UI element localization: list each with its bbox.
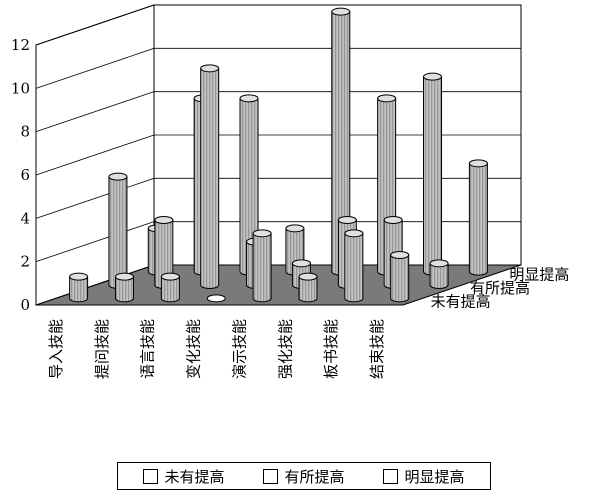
x-tick-label: 导入技能 (47, 319, 65, 379)
bar-base (206, 294, 226, 303)
bar (429, 259, 449, 289)
legend-label: 有所提高 (284, 467, 345, 486)
bar-top (331, 7, 351, 16)
x-tick-label: 强化技能 (276, 319, 294, 379)
legend-item: 明显提高 (383, 466, 465, 487)
legend-label: 未有提高 (164, 467, 225, 486)
bar-top (200, 64, 220, 73)
bar-body (298, 276, 318, 303)
gridline (35, 47, 521, 89)
bar-top (337, 216, 357, 224)
legend-swatch (263, 468, 279, 484)
bar-body (344, 232, 364, 303)
bar (206, 294, 226, 303)
bar (423, 72, 443, 276)
bar-top (390, 251, 410, 259)
bar-body (200, 67, 220, 289)
gridline (35, 177, 521, 219)
bar-top (383, 216, 403, 224)
bar-body (114, 276, 134, 303)
legend: 未有提高 有所提高 明显提高 (117, 462, 491, 490)
bar-top (69, 272, 89, 281)
y-tick-label: 4 (20, 209, 30, 227)
legend-swatch (143, 468, 159, 484)
series-depth-label: 未有提高 (431, 292, 491, 310)
legend-label: 明显提高 (404, 467, 465, 486)
y-tick-label: 0 (20, 296, 30, 314)
bar-body (429, 262, 449, 289)
bar-top (114, 272, 134, 281)
bar-top (423, 72, 443, 81)
x-tick-label: 变化技能 (185, 319, 203, 379)
bar (252, 229, 272, 303)
series-depth-label: 明显提高 (509, 266, 569, 284)
bar (114, 272, 134, 303)
bar-top (160, 272, 180, 281)
bar-top (108, 172, 128, 181)
bar-body (160, 276, 180, 303)
bar (468, 159, 488, 276)
bar-body (468, 162, 488, 276)
x-tick-label: 语言技能 (139, 319, 157, 379)
bar (160, 272, 180, 303)
y-tick-label: 10 (11, 79, 30, 97)
bar (390, 251, 410, 303)
bar-top (344, 229, 364, 238)
bar-top (298, 272, 318, 281)
gridline (35, 91, 521, 133)
bar-body (390, 254, 410, 303)
y-tick-label: 8 (20, 123, 30, 141)
bar (69, 272, 89, 303)
bar-top (377, 94, 397, 103)
x-tick-label: 结束技能 (368, 319, 386, 379)
bar-body (423, 76, 443, 276)
y-tick-label: 2 (20, 253, 30, 271)
y-tick-label: 6 (20, 166, 30, 184)
bar-body (252, 232, 272, 303)
legend-item: 有所提高 (263, 466, 345, 487)
x-tick-label: 提问技能 (93, 319, 111, 379)
bar (298, 272, 318, 303)
bar (108, 172, 128, 289)
gridline (35, 4, 521, 46)
legend-swatch (383, 468, 399, 484)
bar-top (468, 159, 488, 168)
bar-top (252, 229, 272, 238)
bar (200, 64, 220, 289)
x-tick-label: 演示技能 (230, 319, 248, 379)
bar-top (429, 259, 449, 268)
bar-top (239, 94, 259, 103)
series-depth-label: 有所提高 (470, 279, 530, 297)
y-tick-label: 12 (11, 36, 30, 54)
x-tick-label: 板书技能 (322, 319, 340, 379)
legend-item: 未有提高 (143, 466, 225, 487)
bar-top (285, 224, 305, 233)
bar-body (108, 176, 128, 289)
bar-top (291, 259, 311, 268)
bar-top (154, 216, 174, 224)
bar (344, 229, 364, 303)
gridline (35, 134, 521, 176)
bar-body (69, 276, 89, 303)
